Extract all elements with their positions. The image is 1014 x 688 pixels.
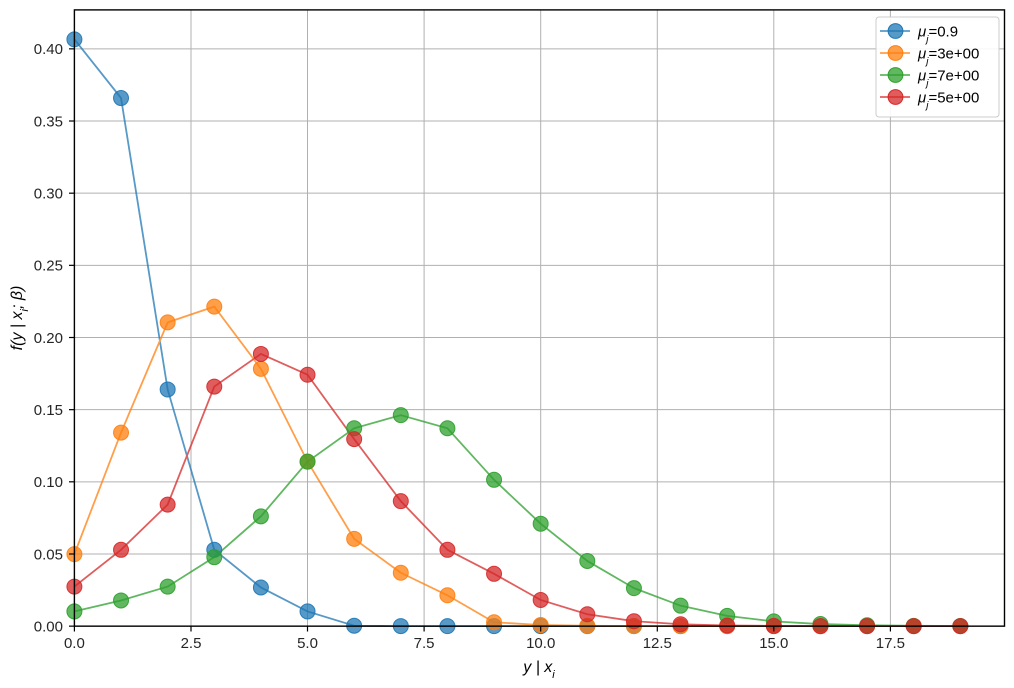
svg-text:5.0: 5.0 xyxy=(297,635,318,652)
svg-text:0.15: 0.15 xyxy=(34,402,63,419)
svg-text:0.10: 0.10 xyxy=(34,474,63,491)
svg-text:17.5: 17.5 xyxy=(876,635,905,652)
svg-text:0.40: 0.40 xyxy=(34,41,63,58)
svg-text:0.30: 0.30 xyxy=(34,186,63,203)
svg-text:0.25: 0.25 xyxy=(34,258,63,275)
svg-text:7.5: 7.5 xyxy=(414,635,435,652)
svg-text:0.0: 0.0 xyxy=(64,635,85,652)
svg-text:0.00: 0.00 xyxy=(34,619,63,636)
svg-text:0.35: 0.35 xyxy=(34,113,63,130)
svg-text:15.0: 15.0 xyxy=(759,635,788,652)
svg-text:10.0: 10.0 xyxy=(526,635,555,652)
svg-text:0.05: 0.05 xyxy=(34,546,63,563)
svg-text:2.5: 2.5 xyxy=(181,635,202,652)
svg-text:12.5: 12.5 xyxy=(643,635,672,652)
svg-text:0.20: 0.20 xyxy=(34,330,63,347)
